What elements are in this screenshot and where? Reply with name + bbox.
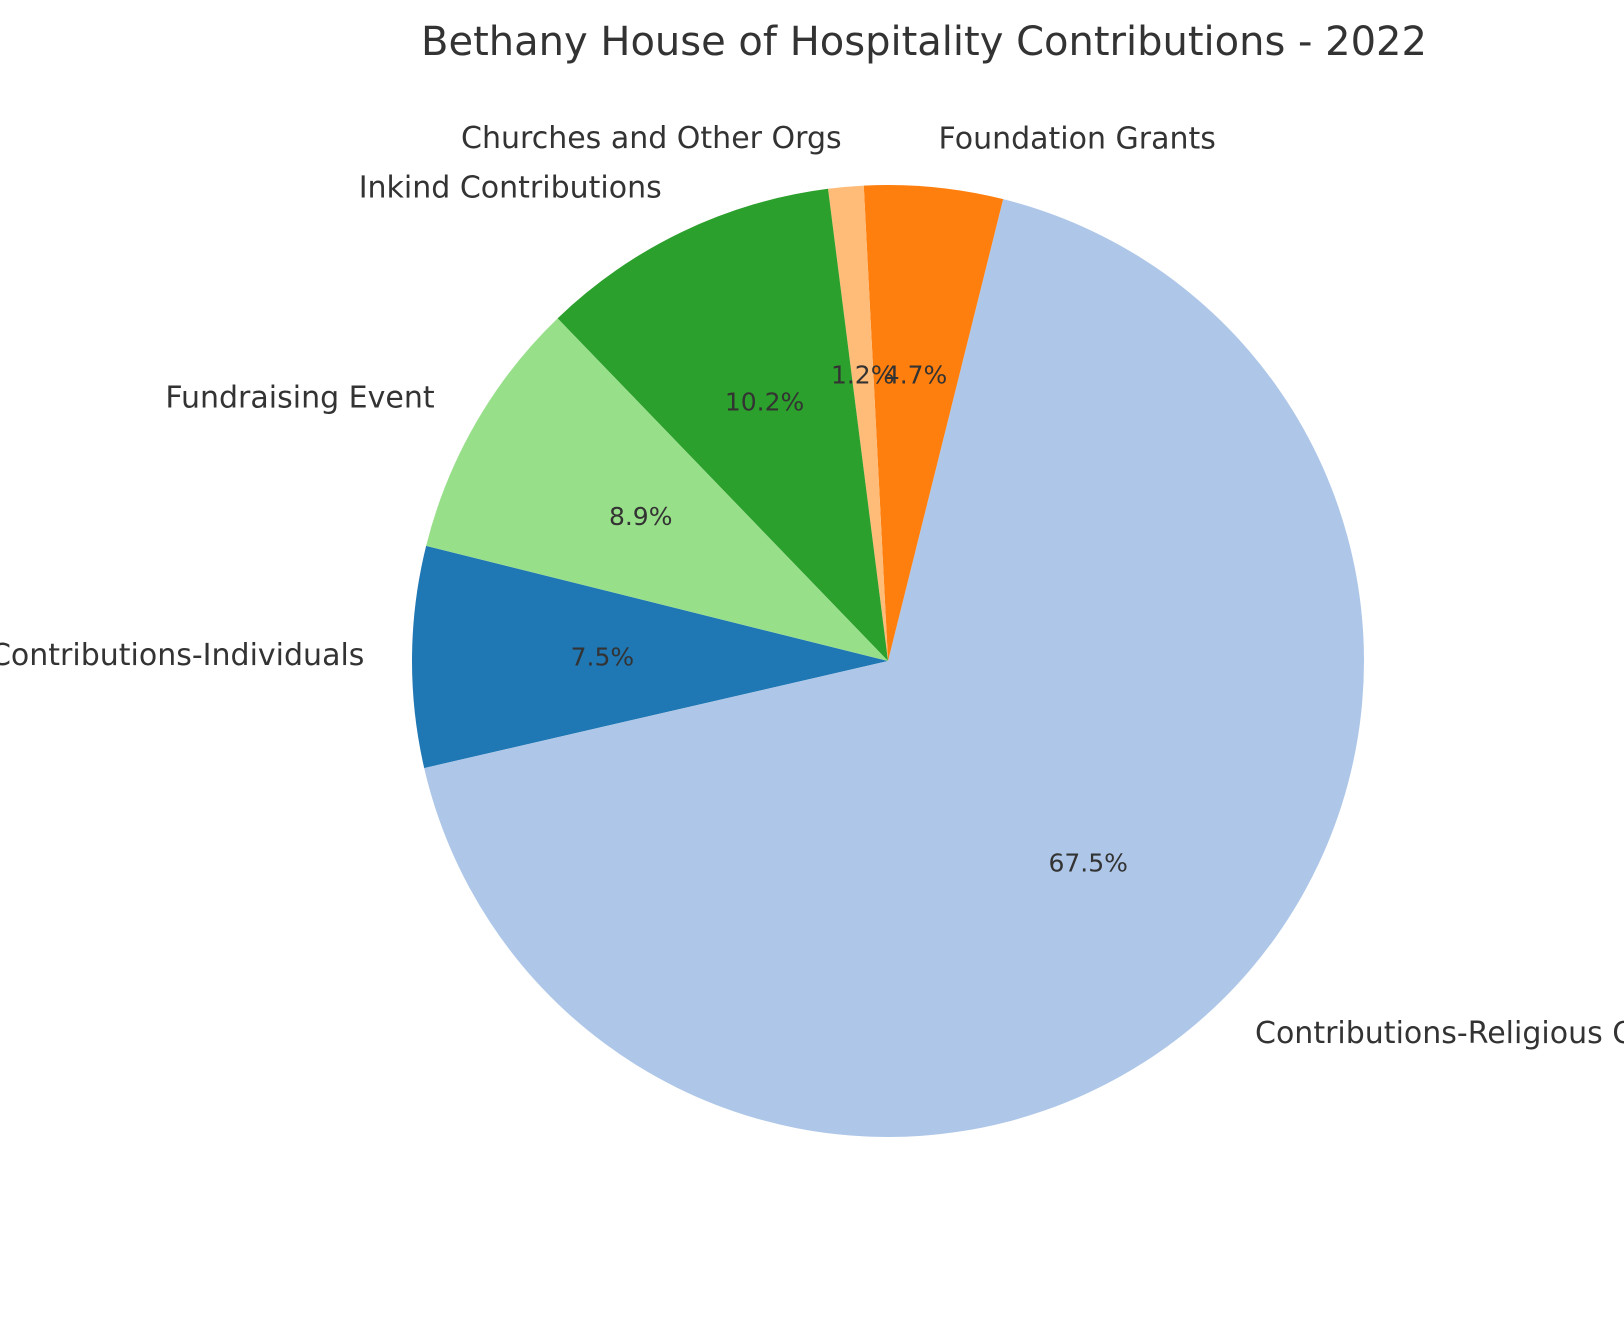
chart-title: Bethany House of Hospitality Contributio… <box>421 19 1427 65</box>
pie-labels: Contributions-Individuals 7.5% Contributio… <box>0 121 1624 1051</box>
slice-percent-foundation-grants: 4.7% <box>884 361 948 390</box>
slice-percent-fundraising-event: 8.9% <box>609 502 673 531</box>
slice-label-contributions-religious-orders: Contributions-Religious Orders <box>1255 1016 1624 1051</box>
pie-slices <box>412 185 1364 1138</box>
slice-label-inkind-contributions: Inkind Contributions <box>359 170 662 205</box>
slice-percent-contributions-individuals: 7.5% <box>571 643 635 672</box>
pie-slice-contributions-individuals <box>412 545 888 769</box>
slice-label-contributions-individuals: Contributions-Individuals <box>0 638 364 673</box>
slice-label-fundraising-event: Fundraising Event <box>165 381 434 416</box>
pie-slice-foundation-grants <box>863 185 1004 661</box>
slice-percent-inkind-contributions: 10.2% <box>725 387 804 416</box>
slice-label-churches-and-other-orgs: Churches and Other Orgs <box>461 121 842 156</box>
pie-slice-inkind-contributions <box>557 188 888 662</box>
slice-label-foundation-grants: Foundation Grants <box>939 121 1216 156</box>
pie-slice-contributions-religious-orders <box>424 199 1364 1138</box>
slice-percent-contributions-religious-orders: 67.5% <box>1048 849 1127 878</box>
slice-percent-churches-and-other-orgs: 1.2% <box>831 361 895 390</box>
pie-slice-churches-and-other-orgs <box>828 185 888 661</box>
pie-slice-fundraising-event <box>426 318 888 661</box>
